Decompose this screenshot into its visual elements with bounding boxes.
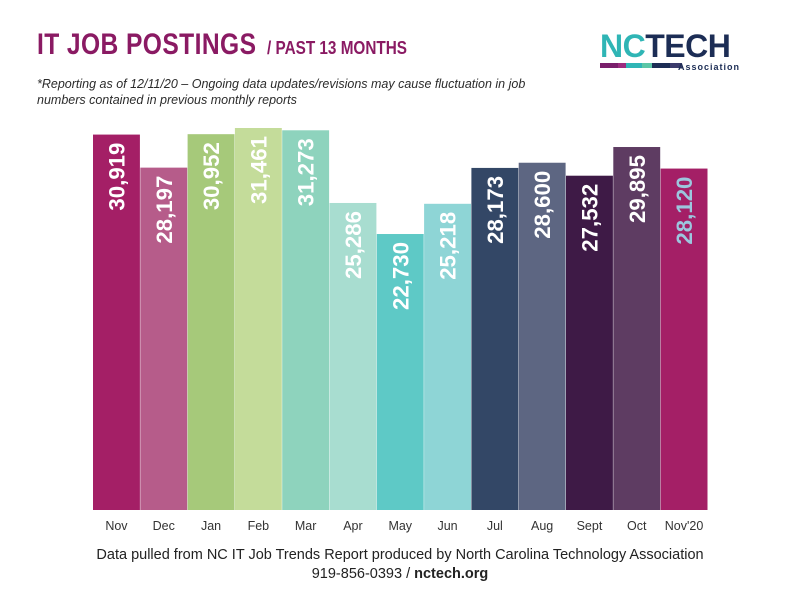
reporting-note: *Reporting as of 12/11/20 – Ongoing data… xyxy=(37,77,526,107)
bar-feb xyxy=(234,128,282,510)
bar-jun xyxy=(424,203,471,510)
chart-subtitle: / PAST 13 MONTHS xyxy=(266,38,407,58)
bar-mar xyxy=(282,130,330,510)
logo-stripe xyxy=(652,63,670,68)
logo-tech-text: TECH xyxy=(645,28,731,64)
x-tick-label: Aug xyxy=(531,519,553,533)
x-tick-label: Dec xyxy=(153,519,175,533)
bar-may xyxy=(376,234,424,510)
logo-wordmark: NCTECH xyxy=(600,30,742,62)
logo-stripe xyxy=(642,63,652,68)
logo-nc-text: NC xyxy=(600,28,646,64)
logo-stripe xyxy=(626,63,642,68)
footer-separator: / xyxy=(406,566,411,582)
bar-value-label: 28,600 xyxy=(530,171,555,239)
bar-value-label: 30,919 xyxy=(104,143,129,211)
x-tick-label: Mar xyxy=(295,519,317,533)
footer-source: Data pulled from NC IT Job Trends Report… xyxy=(96,547,704,563)
bar-value-label: 30,952 xyxy=(199,142,224,210)
nctech-logo: NCTECH Association xyxy=(600,30,742,76)
x-tick-label: Sept xyxy=(577,519,603,533)
x-tick-label: Oct xyxy=(627,519,647,533)
bar-value-label: 28,197 xyxy=(152,176,177,244)
logo-stripe xyxy=(618,63,626,68)
footer-contact: 919-856-0393 / nctech.org xyxy=(0,566,800,582)
logo-stripe xyxy=(670,63,682,68)
bar-value-label: 29,895 xyxy=(625,155,650,223)
logo-color-stripes xyxy=(600,63,682,68)
bar-jul xyxy=(471,167,519,510)
bar-value-label: 31,461 xyxy=(246,136,271,204)
footer-phone: 919-856-0393 xyxy=(311,566,403,582)
bar-value-label: 31,273 xyxy=(294,138,319,206)
x-tick-label: Jan xyxy=(201,519,221,533)
bar-value-label: 22,730 xyxy=(388,242,413,310)
bar-value-label: 25,218 xyxy=(436,212,461,280)
bar-nov xyxy=(93,134,140,510)
bar-value-label: 28,173 xyxy=(483,176,508,244)
x-tick-label: Jul xyxy=(487,519,503,533)
chart-title-row: IT JOB POSTINGS / PAST 13 MONTHS xyxy=(37,28,431,62)
bar-sept xyxy=(566,175,613,510)
footer-site-link[interactable]: nctech.org xyxy=(414,566,489,582)
x-tick-label: Jun xyxy=(437,519,457,533)
logo-tagline: Association xyxy=(677,62,740,72)
bar-jan xyxy=(187,134,235,510)
logo-stripe xyxy=(600,63,618,68)
x-tick-label: Nov'20 xyxy=(665,519,704,533)
bar-nov20 xyxy=(660,168,708,511)
bar-value-label: 28,120 xyxy=(672,177,697,245)
bar-aug xyxy=(518,162,566,510)
bar-value-label: 27,532 xyxy=(577,184,602,252)
bar-apr xyxy=(329,202,377,510)
x-tick-label: Apr xyxy=(343,519,362,533)
chart-title: IT JOB POSTINGS xyxy=(37,28,257,61)
bar-dec xyxy=(140,167,188,511)
x-tick-label: May xyxy=(388,519,412,533)
x-tick-label: Feb xyxy=(248,519,270,533)
x-tick-label: Nov xyxy=(105,519,128,533)
bar-value-label: 25,286 xyxy=(341,211,366,279)
bar-oct xyxy=(613,147,661,510)
